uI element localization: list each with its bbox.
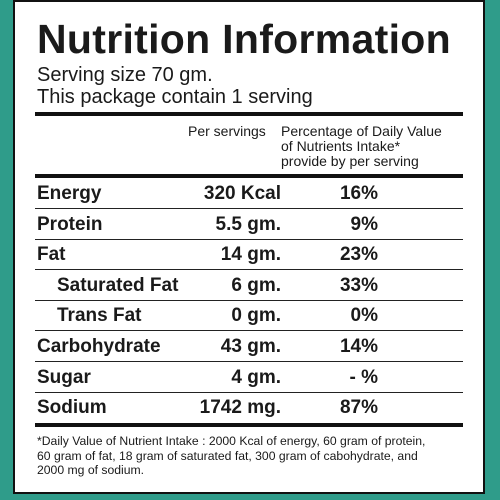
daily-value: 33%: [339, 274, 378, 296]
daily-value: 14%: [339, 336, 378, 357]
amount: 14 gm.: [220, 244, 281, 266]
nutrient-row: Trans Fat 0 gm. 0%: [35, 300, 463, 332]
nutrient-name: Protein: [37, 213, 103, 235]
nutrient-name: Energy: [37, 183, 102, 204]
amount: 5.5 gm.: [215, 213, 281, 235]
rule: [35, 423, 463, 427]
footnote-line: 2000 mg of sodium.: [37, 463, 145, 477]
nutrient-row: Protein 5.5 gm. 9%: [35, 209, 463, 240]
amount: 1742 mg.: [199, 397, 281, 419]
title: Nutrition Information: [37, 16, 451, 62]
servings-per-package: This package contain 1 serving: [37, 86, 313, 108]
amount: 43 gm.: [220, 336, 281, 357]
nutrient-row: Carbohydrate 43 gm. 14%: [35, 331, 463, 362]
header-line: Percentage of Daily Value: [281, 123, 442, 139]
header-line: of Nutrients Intake*: [281, 138, 401, 154]
header-line: provide by per serving: [281, 153, 419, 169]
daily-value: 0%: [350, 305, 378, 327]
nutrient-name: Carbohydrate: [37, 336, 161, 357]
amount: 320 Kcal: [203, 183, 281, 204]
nutrient-row: Fat 14 gm. 23%: [35, 239, 463, 271]
nutrient-name: Sugar: [37, 366, 91, 388]
amount: 4 gm.: [231, 366, 281, 388]
nutrition-label: Nutrition Information Serving size 70 gm…: [13, 0, 485, 494]
daily-value: 16%: [339, 183, 378, 204]
daily-value: - %: [349, 366, 379, 388]
nutrient-name: Saturated Fat: [57, 274, 179, 296]
daily-value-header: Percentage of Daily Value of Nutrients In…: [281, 124, 442, 169]
amount-header: Per servings: [188, 123, 266, 139]
amount: 0 gm.: [231, 305, 281, 327]
daily-value: 23%: [339, 244, 378, 266]
rule: [35, 174, 463, 178]
nutrient-row: Saturated Fat 6 gm. 33%: [35, 270, 463, 301]
rule: [35, 112, 463, 116]
amount: 6 gm.: [231, 274, 281, 296]
nutrient-row: Energy 320 Kcal 16%: [35, 178, 463, 209]
nutrient-name: Fat: [37, 244, 66, 266]
nutrient-name: Sodium: [37, 397, 107, 419]
nutrient-row: Sugar 4 gm. - %: [35, 362, 463, 393]
footnote-line: *Daily Value of Nutrient Intake : 2000 K…: [37, 434, 426, 448]
footnote-line: 60 gram of fat, 18 gram of saturated fat…: [37, 448, 418, 463]
nutrient-name: Trans Fat: [57, 305, 142, 327]
daily-value: 87%: [339, 397, 378, 419]
serving-size: Serving size 70 gm.: [37, 64, 213, 86]
daily-value: 9%: [350, 213, 378, 235]
nutrient-row: Sodium 1742 mg. 87%: [35, 392, 463, 422]
